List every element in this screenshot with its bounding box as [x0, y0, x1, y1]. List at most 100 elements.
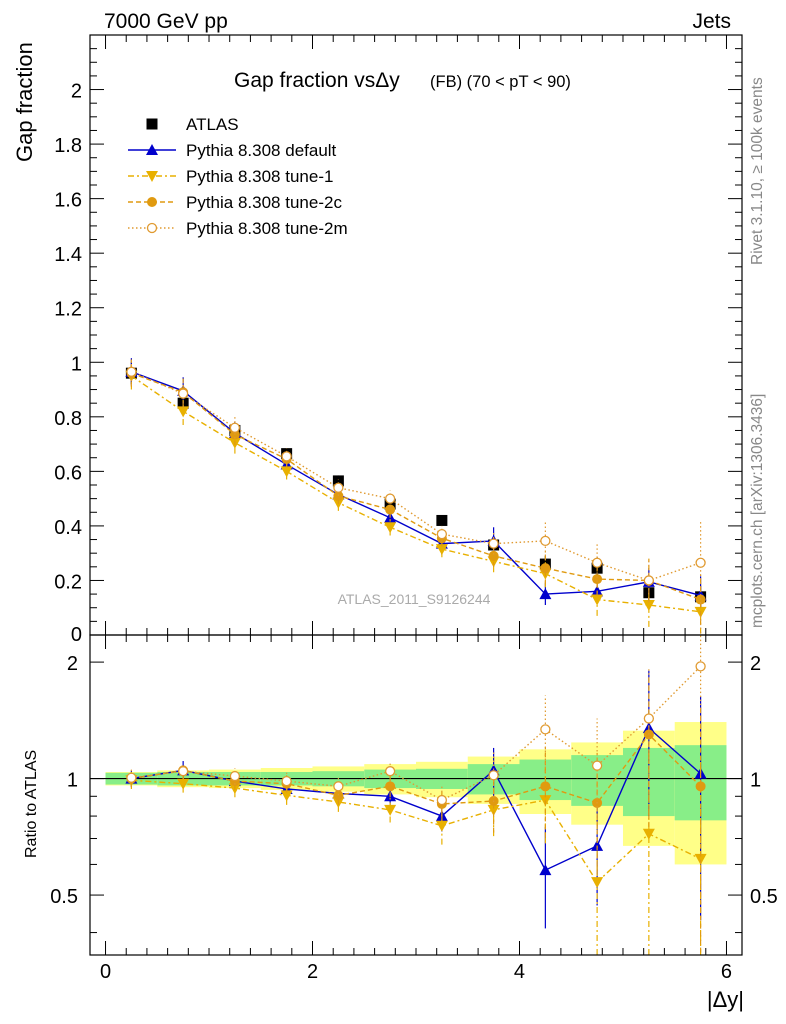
main-y-tick-zero: 0 — [71, 624, 82, 646]
ratio-series-tune2c — [126, 675, 706, 953]
main-point-tune2m — [695, 557, 706, 568]
ratio-point-tune2m — [540, 724, 551, 735]
ratio-point-tune1 — [694, 853, 707, 865]
legend-label: Pythia 8.308 default — [186, 141, 337, 160]
main-point-tune1 — [435, 544, 448, 556]
ratio-point-tune2c — [540, 781, 551, 792]
main-y-tick-label: 0.2 — [54, 571, 82, 593]
header-right: Jets — [692, 10, 731, 33]
ratio-point-tune2m — [384, 766, 396, 777]
ratio-plot-frame — [89, 634, 743, 956]
main-point-tune2c — [540, 563, 551, 574]
legend-label: Pythia 8.308 tune-1 — [186, 167, 333, 186]
main-plot-title-suffix: (FB) (70 < pT < 90) — [430, 73, 571, 91]
legend-entry-tune2m: Pythia 8.308 tune-2m — [128, 219, 348, 238]
header-left: 7000 GeV pp — [104, 10, 228, 33]
main-line-default — [131, 371, 701, 597]
main-y-tick-label: 2 — [71, 81, 82, 103]
ratio-y-tick-label-left: 2 — [67, 653, 78, 675]
legend: ATLAS Pythia 8.308 default Pythia 8.308 tu… — [128, 115, 348, 238]
main-y-tick-label: 1.2 — [54, 299, 82, 321]
main-plot-title-text: Gap fraction vsΔy — [234, 69, 400, 92]
ratio-series-tune2m — [126, 614, 706, 832]
main-point-tune2m — [177, 388, 189, 399]
main-line-tune2m — [131, 371, 701, 582]
ratio-point-tune2m — [177, 766, 189, 777]
axes-layer: 0.2 0.4 0.6 0.8 1 1.2 1.4 1.6 1.8 2 0 0 2 4 6 0.5 0.5 1 1 2… — [50, 35, 778, 983]
mcplots-label: mcplots.cern.ch [arXiv:1306.3436] — [749, 394, 766, 628]
legend-marker — [147, 197, 157, 207]
ratio-point-default — [591, 839, 604, 851]
ratio-point-tune2m — [229, 770, 241, 782]
main-point-tune2m — [540, 535, 551, 547]
x-tick-label: 0 — [100, 961, 111, 983]
ratio-point-tune1 — [280, 790, 293, 802]
main-point-tune2c — [592, 574, 603, 585]
legend-label: Pythia 8.308 tune-2m — [186, 219, 348, 238]
ratio-point-tune1 — [642, 828, 655, 840]
ratio-point-tune2m — [126, 772, 137, 783]
main-point-tune1 — [280, 466, 293, 478]
main-point-data — [384, 498, 396, 510]
ratio-point-tune1 — [384, 804, 397, 816]
ratio-series-layer — [125, 614, 707, 955]
ratio-point-tune2c — [385, 781, 396, 792]
ratio-point-tune2c — [695, 781, 706, 792]
main-point-tune2m — [229, 422, 241, 433]
x-axis-title: |Δy| — [707, 987, 744, 1012]
ratio-y-axis-title: Ratio to ATLAS — [23, 750, 40, 858]
main-y-tick-label: 1.4 — [54, 244, 82, 266]
ratio-point-default — [539, 864, 552, 876]
ratio-y-tick-label-right: 1 — [750, 770, 761, 792]
ratio-uncertainty-bands — [105, 722, 727, 865]
main-point-tune1 — [177, 406, 190, 418]
main-point-tune1 — [642, 600, 655, 611]
main-series-default — [125, 358, 707, 615]
main-point-data — [436, 514, 448, 526]
main-y-tick-label: 0.4 — [54, 517, 82, 539]
x-tick-label: 4 — [514, 961, 525, 983]
legend-marker — [146, 118, 158, 130]
ratio-point-tune2m — [281, 775, 292, 787]
main-point-tune2m — [384, 493, 396, 504]
ratio-point-tune2m — [436, 794, 448, 806]
main-point-tune2m — [333, 482, 344, 493]
main-point-tune2m — [281, 451, 292, 462]
main-y-tick-label: 0.8 — [54, 408, 82, 430]
main-point-tune1 — [384, 522, 397, 534]
ratio-point-tune2m — [591, 760, 603, 771]
rivet-label: Rivet 3.1.10, ≥ 100k events — [749, 77, 766, 265]
legend-marker — [146, 144, 158, 155]
main-point-tune2m — [591, 557, 603, 568]
main-series-layer — [125, 358, 707, 634]
main-point-tune1 — [591, 594, 604, 606]
main-point-tune2c — [488, 550, 499, 561]
main-y-tick-label: 1.8 — [54, 135, 82, 157]
ratio-point-tune2m — [695, 661, 706, 672]
main-line-tune2c — [131, 372, 701, 601]
legend-marker — [146, 171, 158, 182]
ratio-y-tick-label-right: 2 — [750, 653, 761, 675]
main-plot-title: Gap fraction vsΔy (FB) (70 < pT < 90) — [234, 69, 571, 92]
ratio-point-tune2m — [488, 770, 499, 781]
legend-entry-tune1: Pythia 8.308 tune-1 — [128, 167, 333, 186]
main-point-tune2m — [126, 366, 137, 377]
main-point-tune2m — [488, 538, 499, 549]
main-point-data — [332, 475, 344, 487]
ratio-y-tick-label-right: 0.5 — [750, 886, 778, 908]
main-y-axis-title: Gap fraction — [12, 42, 37, 162]
main-point-tune2c — [385, 504, 396, 515]
legend-entry-data: ATLAS — [146, 115, 239, 134]
ratio-point-tune1 — [591, 877, 604, 889]
main-point-tune2m — [643, 575, 655, 586]
legend-entry-tune2c: Pythia 8.308 tune-2c — [128, 193, 342, 212]
legend-marker — [146, 222, 158, 234]
ratio-y-tick-label-left: 1 — [67, 770, 78, 792]
main-line-tune1 — [131, 375, 701, 613]
ratio-y-tick-label-left: 0.5 — [50, 886, 78, 908]
main-y-tick-label: 1.6 — [54, 190, 82, 212]
main-point-tune2m — [436, 528, 448, 540]
ratio-line-tune2c — [131, 733, 702, 805]
x-tick-label: 6 — [721, 961, 732, 983]
